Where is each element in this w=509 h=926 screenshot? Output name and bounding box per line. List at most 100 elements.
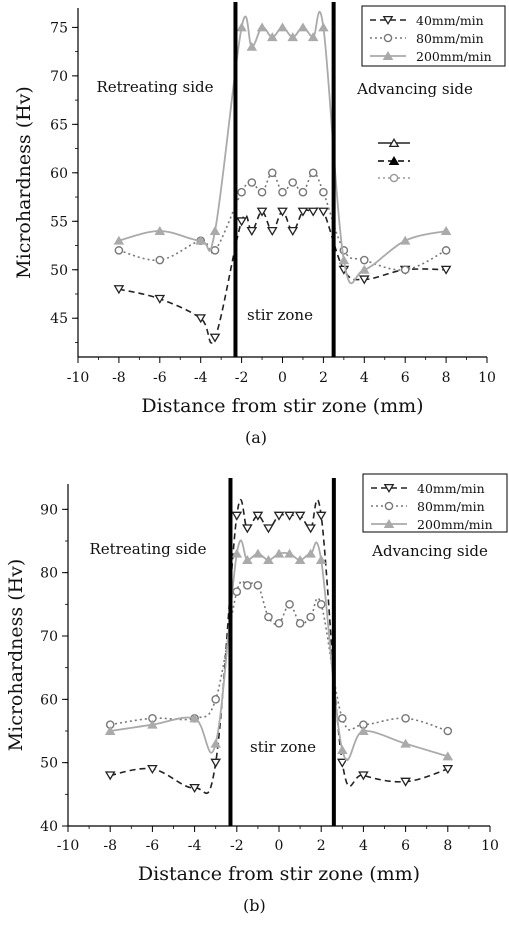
data-point (306, 612, 315, 622)
data-point (295, 619, 305, 628)
y-tick-label: 70 (40, 629, 58, 645)
data-point (316, 600, 326, 609)
x-tick-label: 8 (443, 838, 452, 854)
stir-zone-label: stir zone (247, 306, 313, 324)
y-tick-label: 50 (40, 756, 58, 772)
data-point (231, 548, 243, 558)
inline-key-marker (388, 137, 400, 148)
data-point (246, 226, 258, 237)
x-tick-label: 4 (359, 838, 368, 854)
data-point (308, 168, 318, 178)
data-point (305, 548, 316, 558)
data-point (263, 555, 274, 565)
data-point (358, 771, 369, 781)
data-point (401, 714, 410, 723)
data-point (336, 758, 348, 768)
y-tick-label: 40 (40, 819, 58, 835)
legend-marker (383, 519, 395, 529)
x-tick-label: -8 (112, 370, 126, 386)
series-line-80mm-per-min (118, 172, 447, 271)
data-point (231, 511, 243, 521)
chart-panel-b: -10 -8 -6 -4 -2 0 2 4 6 8 10 40 50 60 70 80 90 Distance f… (5, 473, 508, 885)
data-point (440, 265, 452, 275)
data-point (358, 726, 369, 736)
data-point (307, 32, 319, 42)
data-point (210, 758, 222, 768)
data-point (442, 751, 454, 761)
x-tick-label: 10 (478, 370, 496, 386)
y-tick-label: 90 (40, 502, 58, 518)
x-tick-label: -2 (230, 838, 244, 854)
data-point (246, 41, 258, 51)
data-point (114, 246, 124, 255)
data-point (440, 226, 452, 235)
data-point (263, 524, 274, 534)
y-tick-label: 75 (50, 20, 68, 36)
data-point (209, 226, 221, 235)
legend: 40mm/min 80mm/min 200mm/min (361, 5, 506, 67)
x-tick-label: 0 (275, 838, 284, 854)
y-tick-label: 50 (50, 263, 68, 279)
data-point (154, 226, 166, 235)
data-point (294, 555, 306, 565)
series-line-80mm-per-min (110, 580, 449, 732)
legend: 40mm/min 80mm/min 200mm/min (362, 473, 508, 533)
data-point (264, 612, 273, 622)
data-point (236, 217, 247, 227)
legend-marker (382, 51, 394, 61)
data-point (318, 22, 329, 32)
x-axis-label: Distance from stir zone (mm) (138, 863, 420, 885)
data-point (113, 235, 125, 245)
x-tick-label: 2 (317, 838, 326, 854)
advancing-side-label: Advancing side (356, 80, 473, 98)
data-point (307, 207, 319, 217)
data-point (305, 524, 316, 534)
data-point (287, 32, 298, 42)
data-point (211, 695, 220, 704)
data-point (243, 581, 252, 590)
data-point (337, 745, 348, 755)
data-point (277, 207, 288, 217)
data-point (297, 207, 309, 217)
data-point (256, 207, 268, 217)
x-tick-label: -8 (103, 838, 117, 854)
x-tick-label: -4 (188, 838, 202, 854)
data-point (155, 255, 165, 265)
data-point (236, 22, 247, 32)
data-point (267, 32, 278, 42)
x-tick-label: -6 (153, 370, 167, 386)
x-tick-label: -10 (67, 370, 90, 386)
x-tick-label: 6 (401, 370, 410, 386)
data-point (297, 22, 309, 32)
data-point (294, 511, 306, 521)
data-point (319, 187, 328, 197)
data-point (400, 777, 411, 787)
x-tick-label: -10 (57, 838, 80, 854)
data-point (189, 713, 200, 723)
advancing-side-label: Advancing side (371, 542, 488, 560)
data-point (358, 275, 370, 285)
data-point (189, 783, 200, 794)
stir-zone-label: stir zone (250, 738, 316, 756)
legend-label: 200mm/min (416, 49, 492, 64)
data-point (195, 314, 207, 324)
legend-label: 200mm/min (417, 517, 493, 532)
x-tick-label: -2 (235, 370, 249, 386)
data-point (359, 264, 370, 274)
data-point (104, 771, 116, 781)
data-point (252, 548, 264, 558)
legend-marker (383, 483, 395, 494)
data-point (277, 22, 288, 32)
y-tick-label: 60 (40, 692, 58, 708)
data-point (442, 764, 454, 775)
x-tick-label: -4 (194, 370, 208, 386)
data-point (210, 738, 221, 748)
x-tick-label: 10 (481, 838, 499, 854)
inline-key-marker (389, 173, 399, 183)
data-point (104, 726, 116, 736)
chart-panel-a: -10 -8 -6 -4 -2 0 2 4 6 8 10 45 50 55 60 65 70 75 Distance… (13, 2, 506, 417)
data-point (315, 555, 327, 565)
data-point (237, 187, 246, 197)
x-tick-label: 0 (278, 370, 287, 386)
data-point (242, 524, 253, 534)
